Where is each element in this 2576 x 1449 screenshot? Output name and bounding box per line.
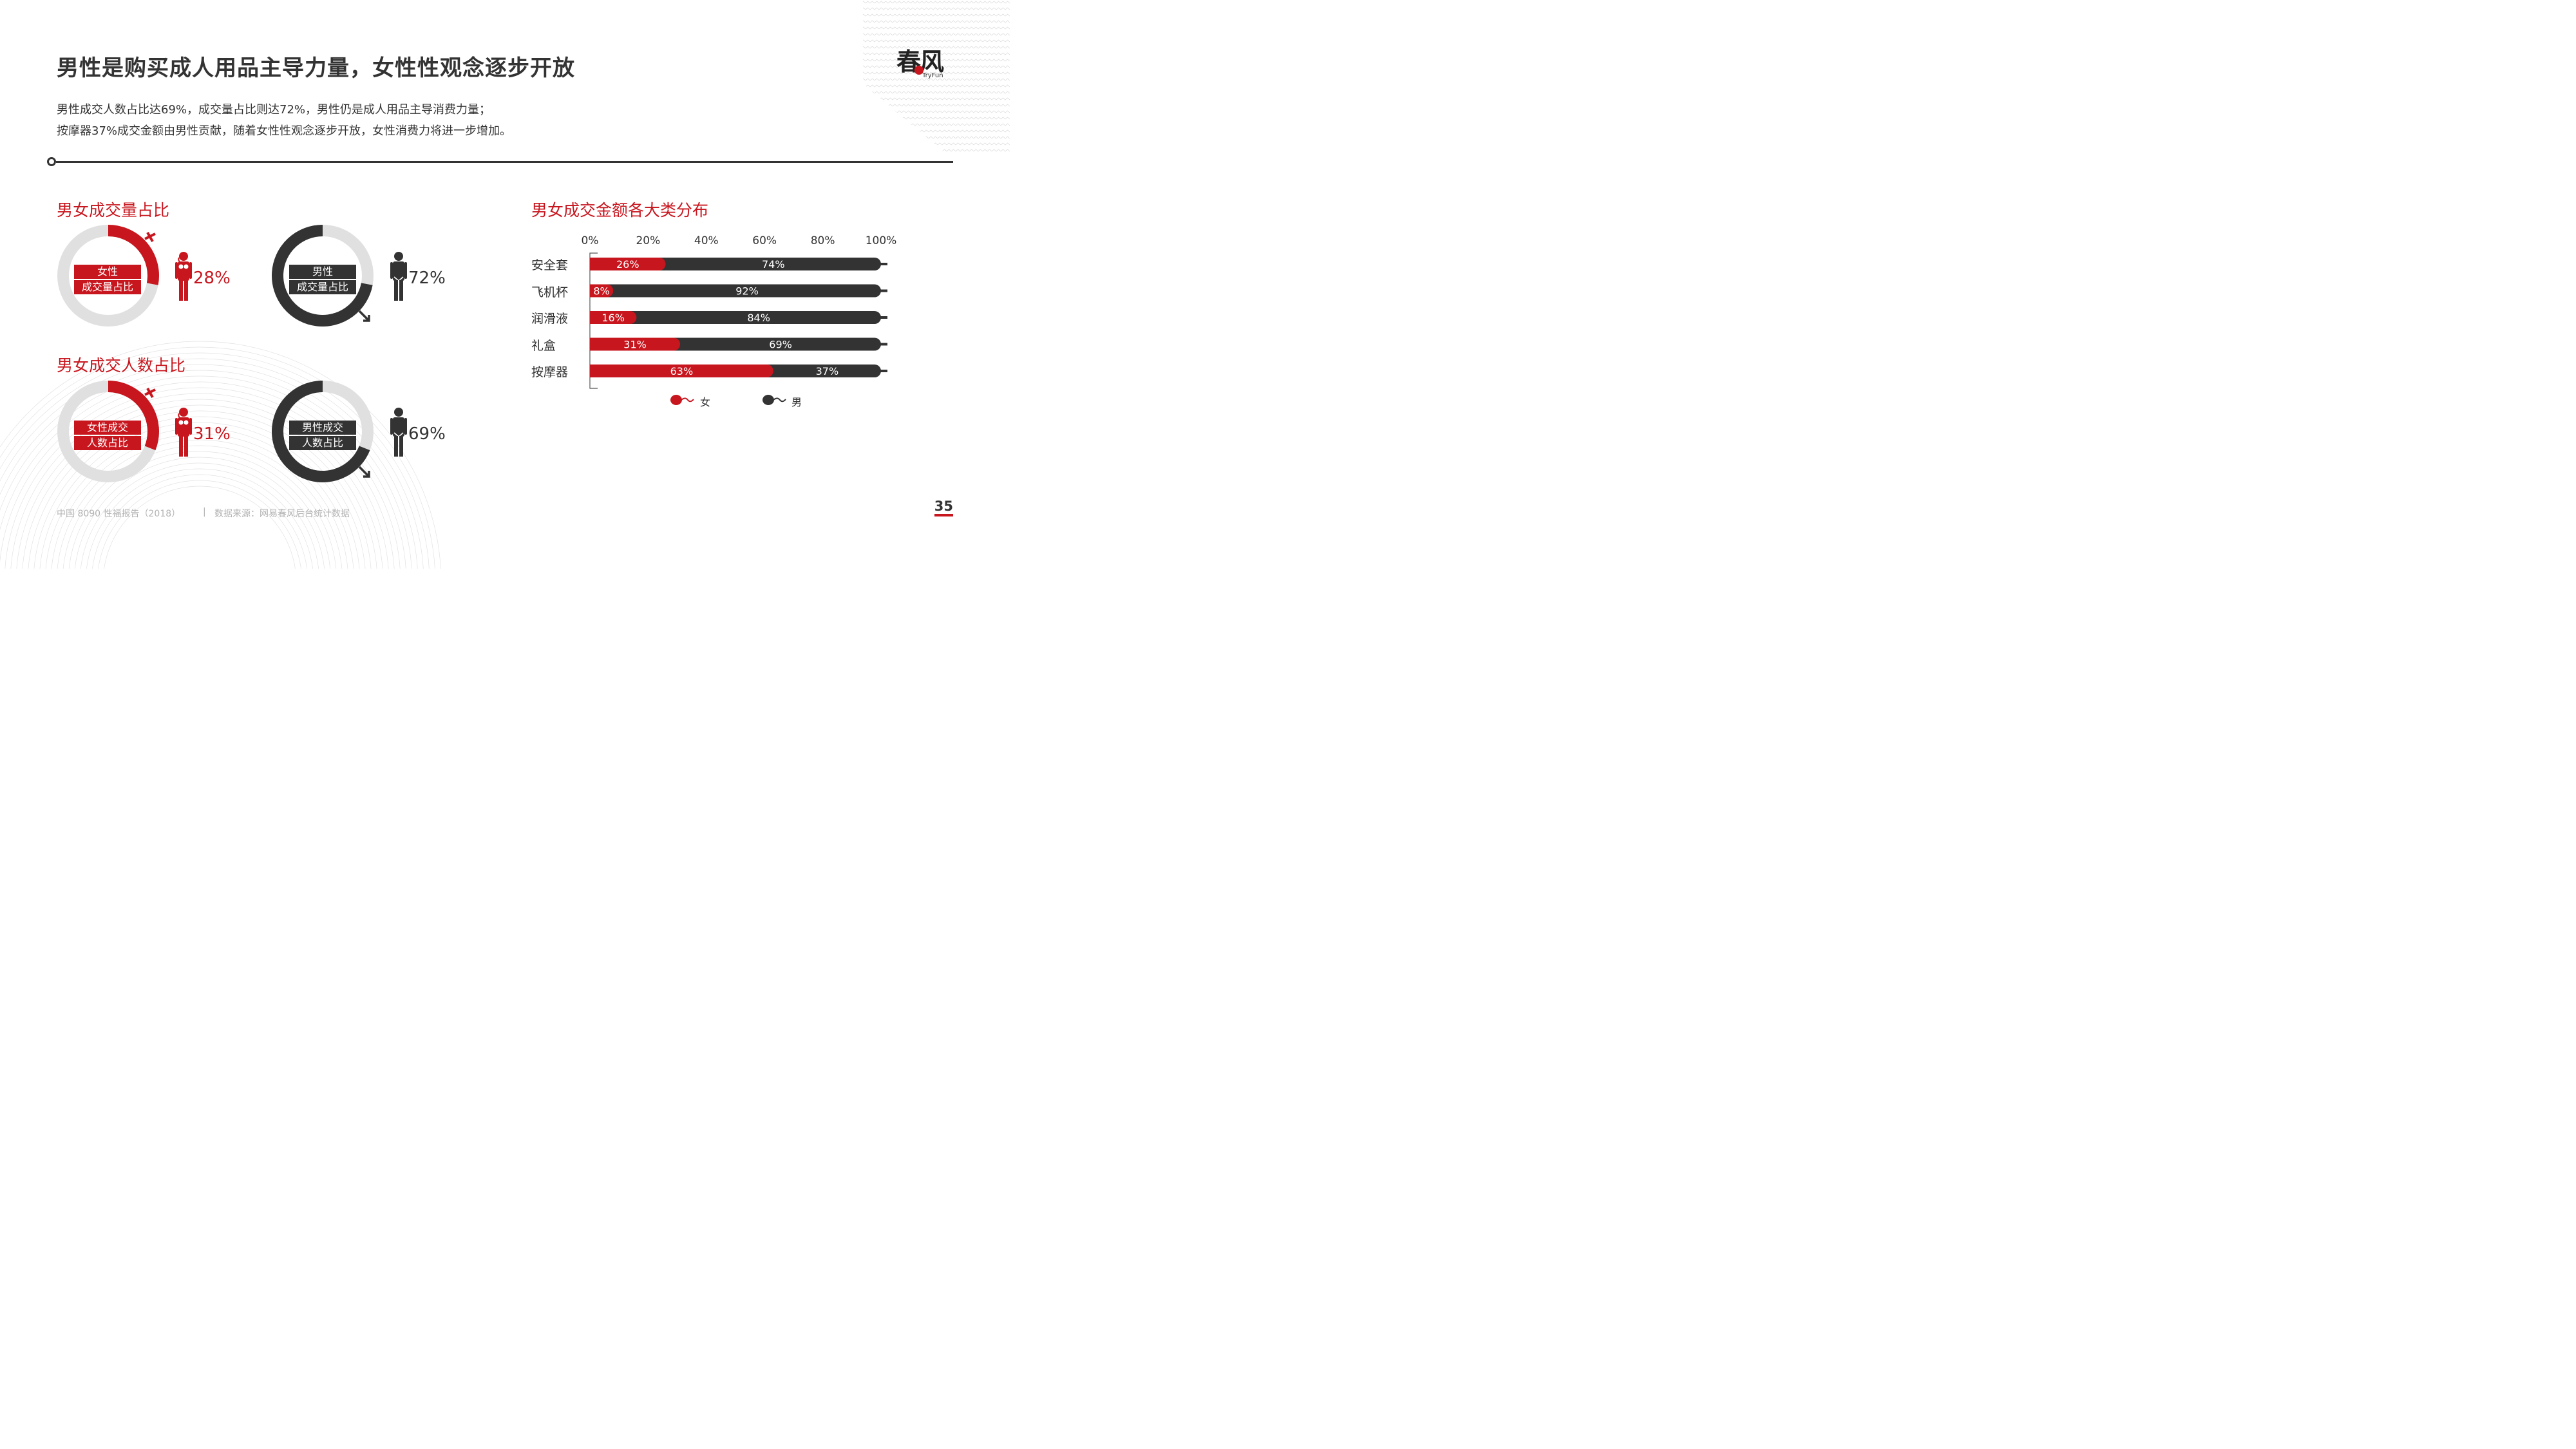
footer-separator: | — [203, 507, 206, 517]
donut-arc-female — [108, 225, 159, 285]
donut-arc-female — [108, 381, 159, 451]
footer-report: 中国 8090 性福报告（2018） — [57, 509, 181, 519]
background-decoration — [0, 0, 1010, 569]
male-symbol-icon — [358, 466, 370, 478]
label-line-2: 人数占比 — [74, 436, 141, 450]
page-title: 男性是购买成人用品主导力量，女性性观念逐步开放 — [57, 55, 575, 81]
woman-icon — [175, 252, 192, 301]
section-title-volume: 男女成交量占比 — [57, 201, 170, 220]
divider-circle — [47, 157, 56, 166]
woman-icon — [175, 408, 192, 457]
subtitle-line-1: 男性成交人数占比达69%，成交量占比则达72%，男性仍是成人用品主导消费力量； — [57, 103, 491, 117]
logo: 春风 TryFun — [896, 48, 956, 85]
footer-source: 数据来源：网易春风后台统计数据 — [214, 509, 350, 519]
donut-arc-male — [272, 225, 373, 327]
label-line-2: 成交量占比 — [289, 280, 356, 294]
divider-line — [56, 161, 953, 163]
page-number: 35 — [934, 498, 953, 516]
label-line-2: 人数占比 — [289, 436, 356, 450]
percent-buyers-female: 31% — [193, 424, 231, 444]
legend-female-icon — [670, 395, 694, 405]
logo-dot — [914, 66, 923, 75]
donut-volume-male — [272, 225, 374, 327]
percent-volume-male: 72% — [408, 269, 446, 288]
donut-arc-male — [272, 381, 370, 482]
logo-subtext: TryFun — [922, 72, 943, 79]
donut-buyers-male — [272, 381, 374, 482]
man-icon — [390, 252, 407, 301]
donut-volume-female — [57, 225, 159, 327]
percent-volume-female: 28% — [193, 269, 231, 288]
female-symbol-icon — [144, 232, 156, 242]
man-icon — [390, 408, 407, 457]
label-line-2: 成交量占比 — [74, 280, 141, 294]
legend-male-icon — [762, 395, 786, 405]
section-title-categories: 男女成交金额各大类分布 — [531, 201, 709, 220]
legend-female-label: 女 — [700, 396, 711, 408]
donut-buyers-female — [57, 381, 159, 482]
percent-buyers-male: 69% — [408, 424, 446, 444]
section-title-buyers: 男女成交人数占比 — [57, 356, 186, 375]
label-line-1: 女性 — [74, 265, 141, 279]
label-line-1: 男性成交 — [289, 421, 356, 435]
label-line-1: 女性成交 — [74, 421, 141, 435]
label-line-1: 男性 — [289, 265, 356, 279]
legend-male-label: 男 — [791, 396, 802, 408]
male-symbol-icon — [358, 310, 370, 322]
subtitle-line-2: 按摩器37%成交金额由男性贡献，随着女性性观念逐步开放，女性消费力将进一步增加。 — [57, 124, 512, 138]
female-symbol-icon — [144, 388, 156, 398]
